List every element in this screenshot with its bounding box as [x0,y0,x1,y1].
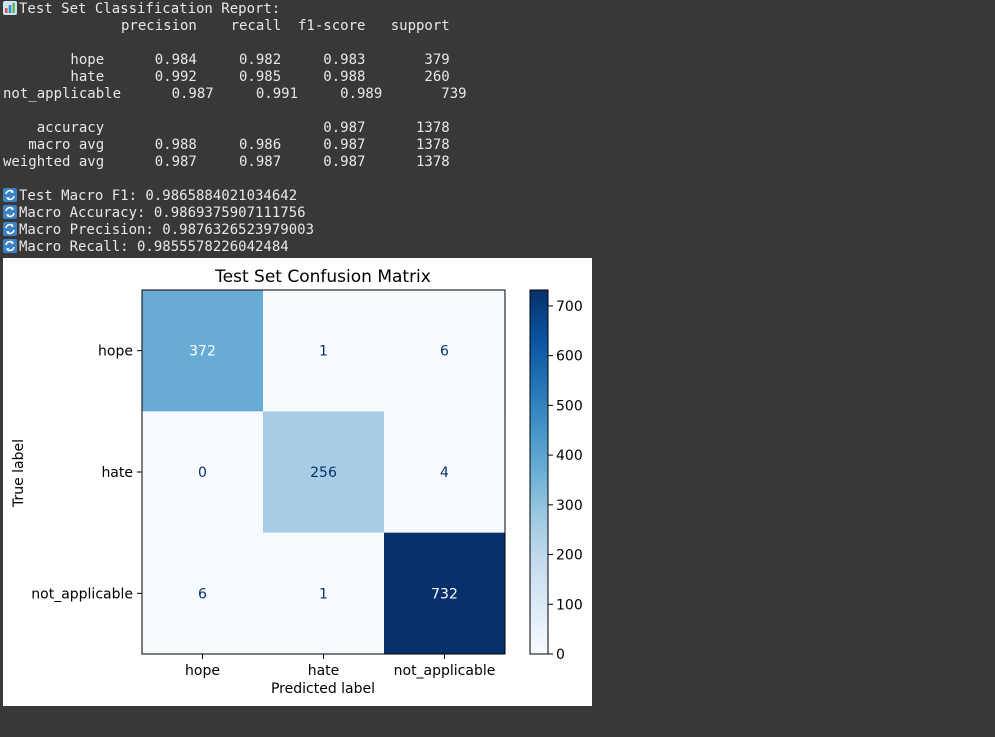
report-row: accuracy 0.987 1378 [3,120,450,136]
macro-f1-text: Test Macro F1: 0.9865884021034642 [19,188,298,204]
colorbar-tick-label: 500 [556,398,583,414]
x-axis-label: Predicted label [271,681,375,697]
colorbar-tick-label: 200 [556,548,583,564]
y-tick-label: hope [98,344,133,360]
bar-chart-icon [3,1,17,15]
report-row: hate 0.992 0.985 0.988 260 [3,69,450,85]
report-row: hope 0.984 0.982 0.983 379 [3,52,450,68]
colorbar-tick-label: 400 [556,448,583,464]
y-axis-label: True label [11,439,27,508]
classification-report-text: Test Set Classification Report: precisio… [3,1,467,256]
matrix-cell [142,290,264,412]
matrix-cell [384,532,506,655]
repeat-icon [3,188,17,202]
colorbar [529,289,549,655]
colorbar-tick-label: 300 [556,498,583,514]
cell-value-label: 1 [319,586,328,602]
matrix-cell [142,532,264,655]
matrix-cell [142,411,264,534]
cell-value-label: 1 [319,344,328,360]
cell-value-label: 372 [189,344,216,360]
colorbar-tick-label: 600 [556,349,583,365]
cell-value-label: 4 [440,465,449,481]
report-row: not_applicable 0.987 0.991 0.989 739 [3,86,467,102]
x-tick-label: hate [308,663,340,679]
macro-recall-text: Macro Recall: 0.9855578226042484 [19,239,289,255]
repeat-icon [3,222,17,236]
report-row: macro avg 0.988 0.986 0.987 1378 [3,137,450,153]
colorbar-tick-label: 0 [556,647,565,663]
report-header: precision recall f1-score support [3,18,450,34]
matrix-cell [384,290,506,412]
confusion-matrix-figure: Test Set Confusion Matrix Predicted labe… [3,258,592,706]
confusion-matrix-chart: Test Set Confusion Matrix Predicted labe… [11,267,583,697]
report-title: Test Set Classification Report: [19,1,281,17]
y-tick-label: not_applicable [31,586,133,602]
matrix-cell [263,290,385,412]
cell-value-label: 6 [198,586,207,602]
matrix-cell [384,411,506,534]
cell-value-label: 256 [310,465,337,481]
macro-precision-text: Macro Precision: 0.9876326523979003 [19,222,315,238]
macro-accuracy-text: Macro Accuracy: 0.9869375907111756 [19,205,306,221]
matrix-frame [141,289,506,655]
x-tick-label: hope [185,663,220,679]
x-tick-label: not_applicable [394,663,496,679]
cell-value-label: 732 [431,586,458,602]
colorbar-tick-label: 700 [556,299,583,315]
report-row: weighted avg 0.987 0.987 0.987 1378 [3,154,450,170]
repeat-icon [3,205,17,219]
cell-value-label: 0 [198,465,207,481]
matrix-cell [263,532,385,655]
colorbar-tick-label: 100 [556,597,583,613]
cell-value-label: 6 [440,344,449,360]
repeat-icon [3,239,17,253]
y-tick-label: hate [101,465,133,481]
chart-title: Test Set Confusion Matrix [214,267,431,287]
matrix-cell [263,411,385,534]
